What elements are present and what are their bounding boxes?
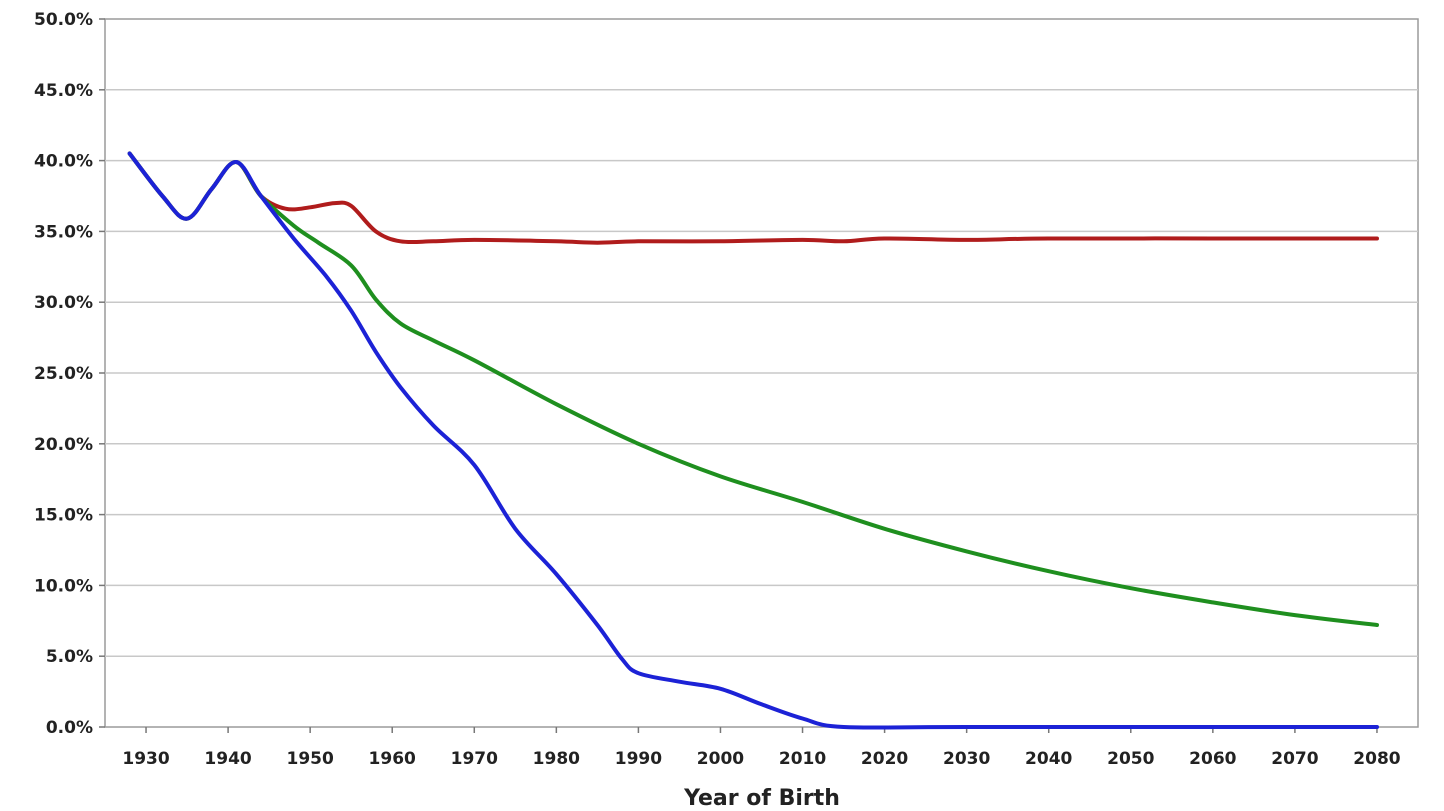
x-tick-label: 2060 [1189,749,1236,769]
y-tick-label: 30.0% [34,293,93,313]
y-tick-label: 5.0% [46,647,93,667]
series-group [127,151,1379,730]
x-tick-label: 1990 [615,749,662,769]
x-tick-label: 2050 [1107,749,1154,769]
x-tick-label: 2080 [1353,749,1400,769]
x-tick-label: 2010 [779,749,826,769]
y-tick-label: 25.0% [34,364,93,384]
y-tick-label: 40.0% [34,152,93,172]
x-tick-label: 1930 [122,749,169,769]
y-tick-label: 0.0% [46,718,93,738]
y-tick-label: 10.0% [34,576,93,596]
x-tick-label: 1960 [369,749,416,769]
y-tick-label: 50.0% [34,10,93,30]
y-axis: 0.0% 5.0% 10.0% 15.0% 20.0% 25.0% 30.0% 35.0% 40… [34,10,105,738]
x-tick-label: 2020 [861,749,908,769]
x-tick-label: 2040 [1025,749,1072,769]
y-tick-label: 15.0% [34,506,93,526]
y-tick-label: 35.0% [34,222,93,242]
y-tick-label: 20.0% [34,435,93,455]
x-axis-title: Year of Birth [683,786,840,811]
x-tick-label: 2030 [943,749,990,769]
x-tick-label: 1970 [451,749,498,769]
gridlines [105,89,1418,657]
x-tick-label: 1950 [286,749,333,769]
x-tick-label: 1940 [204,749,251,769]
x-tick-label: 2000 [697,749,744,769]
x-tick-label: 1980 [533,749,580,769]
x-tick-label: 2070 [1271,749,1318,769]
x-axis: 1930 1940 1950 1960 1970 1980 1990 2000 2010 2020… [122,727,1401,769]
series-line-blue [127,151,1379,730]
y-tick-label: 45.0% [34,81,93,101]
